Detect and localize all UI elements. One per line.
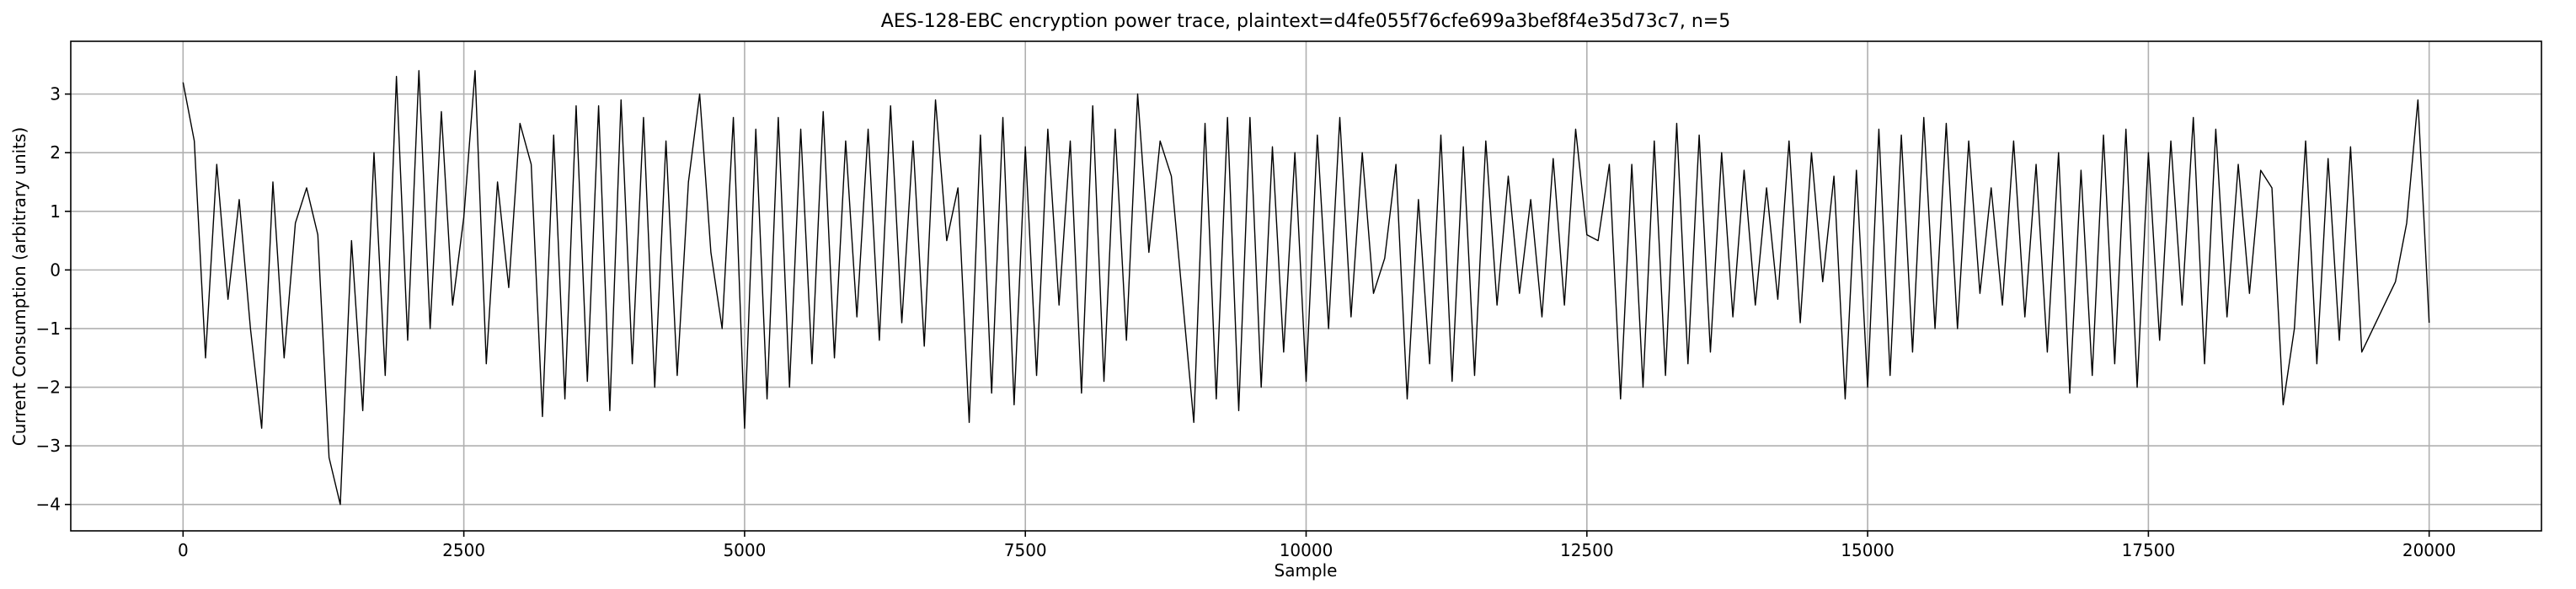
y-tick-label: −4: [36, 495, 61, 515]
y-tick-label: −1: [36, 319, 61, 339]
x-tick-label: 7500: [1004, 540, 1047, 560]
y-axis-label: Current Consumption (arbitrary units): [9, 127, 29, 447]
x-tick-label: 17500: [2122, 540, 2176, 560]
x-tick-label: 20000: [2402, 540, 2456, 560]
x-axis-label: Sample: [1275, 560, 1338, 581]
y-tick-label: 1: [50, 201, 61, 222]
x-tick-label: 2500: [442, 540, 485, 560]
x-tick-label: 10000: [1280, 540, 1333, 560]
x-tick-label: 15000: [1841, 540, 1895, 560]
x-tick-label: 12500: [1560, 540, 1614, 560]
plot-frame: [70, 40, 2542, 532]
chart-title: AES-128-EBC encryption power trace, plai…: [881, 11, 1730, 32]
x-tick-label: 0: [178, 540, 189, 560]
y-tick-label: 2: [50, 142, 61, 163]
y-tick-label: −3: [36, 436, 61, 456]
y-tick-label: 0: [50, 260, 61, 280]
trace-line: [182, 70, 2430, 506]
y-tick-label: −2: [36, 377, 61, 398]
x-tick-label: 5000: [723, 540, 766, 560]
y-tick-label: 3: [50, 84, 61, 104]
